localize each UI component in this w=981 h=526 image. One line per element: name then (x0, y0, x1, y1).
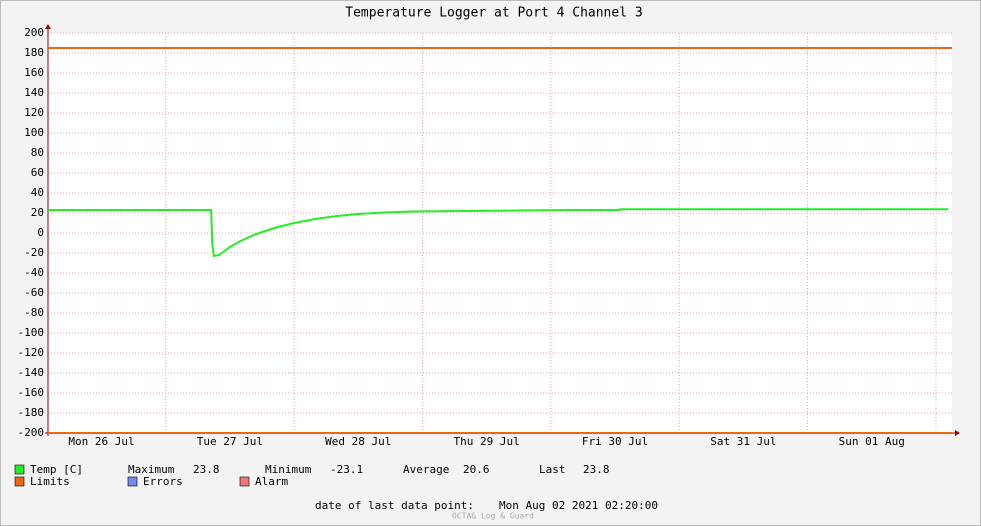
legend-swatch (14, 476, 25, 487)
legend-swatch (14, 464, 25, 475)
stat-label: Average (403, 463, 449, 476)
y-tick-label: 0 (37, 226, 44, 239)
stat-value: -23.1 (330, 463, 363, 476)
legend-label: Alarm (255, 475, 288, 488)
stat-value: 23.8 (193, 463, 220, 476)
footer-label: date of last data point: (315, 499, 474, 512)
x-tick-label: Sun 01 Aug (839, 435, 905, 448)
chart-title: Temperature Logger at Port 4 Channel 3 (345, 6, 642, 21)
x-axis-arrow (955, 430, 960, 436)
y-tick-label: -120 (18, 346, 45, 359)
y-tick-label: 100 (24, 126, 44, 139)
y-tick-label: -180 (18, 406, 45, 419)
y-tick-label: -20 (24, 246, 44, 259)
y-tick-label: -40 (24, 266, 44, 279)
y-tick-label: 200 (24, 26, 44, 39)
x-tick-label: Mon 26 Jul (68, 435, 134, 448)
legend-label: Limits (30, 475, 70, 488)
y-tick-label: -200 (18, 426, 45, 439)
legend-swatch (239, 476, 250, 487)
y-tick-label: 160 (24, 66, 44, 79)
y-tick-label: 80 (31, 146, 44, 159)
legend-label: Errors (143, 475, 183, 488)
y-tick-label: 20 (31, 206, 44, 219)
y-tick-label: 120 (24, 106, 44, 119)
stat-label: Maximum (128, 463, 175, 476)
legend-label: Temp [C] (30, 463, 83, 476)
y-tick-label: -160 (18, 386, 45, 399)
y-tick-label: -140 (18, 366, 45, 379)
x-tick-label: Fri 30 Jul (582, 435, 648, 448)
y-tick-label: -100 (18, 326, 45, 339)
stat-value: 23.8 (583, 463, 610, 476)
y-tick-label: 60 (31, 166, 44, 179)
watermark: OCTA& Log & Guard (452, 512, 534, 521)
y-tick-label: 180 (24, 46, 44, 59)
stat-value: 20.6 (463, 463, 490, 476)
y-tick-label: 140 (24, 86, 44, 99)
legend-swatch (127, 476, 138, 487)
footer-date: Mon Aug 02 2021 02:20:00 (499, 499, 658, 512)
y-tick-label: -60 (24, 286, 44, 299)
series-line (48, 208, 949, 258)
y-axis-arrow (45, 24, 51, 29)
stat-label: Minimum (265, 463, 312, 476)
y-tick-label: -80 (24, 306, 44, 319)
stat-label: Last (539, 463, 566, 476)
x-tick-label: Wed 28 Jul (325, 435, 391, 448)
x-tick-label: Sat 31 Jul (710, 435, 776, 448)
x-tick-label: Thu 29 Jul (454, 435, 520, 448)
x-tick-label: Tue 27 Jul (197, 435, 263, 448)
y-tick-label: 40 (31, 186, 44, 199)
